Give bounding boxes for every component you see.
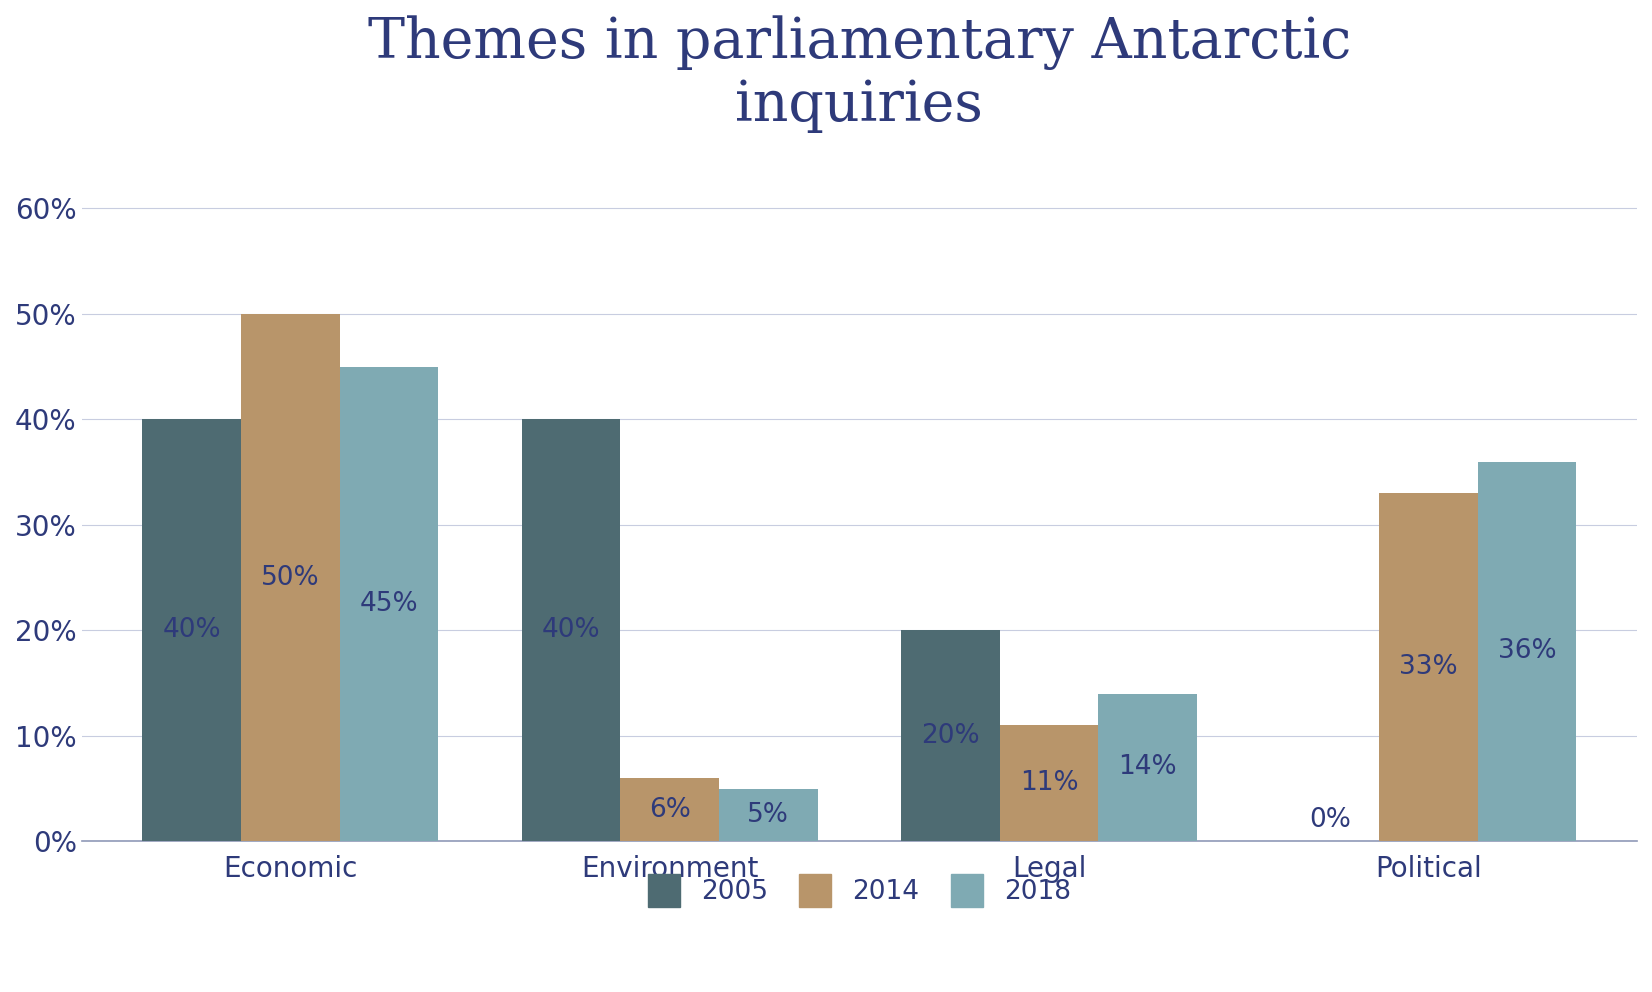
Bar	[241, 313, 340, 841]
Bar	[999, 725, 1099, 841]
Text: 6%: 6%	[649, 797, 691, 822]
Text: 45%: 45%	[360, 591, 418, 617]
Bar	[1477, 461, 1576, 841]
Bar	[340, 367, 438, 841]
Text: 14%: 14%	[1118, 755, 1176, 781]
Text: 50%: 50%	[261, 564, 319, 590]
Text: 5%: 5%	[747, 802, 790, 828]
Bar	[1099, 693, 1198, 841]
Bar	[142, 420, 241, 841]
Text: 36%: 36%	[1498, 639, 1556, 665]
Legend: 2005, 2014, 2018: 2005, 2014, 2018	[638, 864, 1080, 918]
Bar	[719, 789, 818, 841]
Text: 11%: 11%	[1019, 770, 1079, 797]
Text: 20%: 20%	[922, 723, 980, 749]
Bar	[1379, 493, 1477, 841]
Title: Themes in parliamentary Antarctic
inquiries: Themes in parliamentary Antarctic inquir…	[368, 15, 1351, 133]
Text: 40%: 40%	[162, 617, 221, 644]
Bar	[900, 630, 999, 841]
Text: 33%: 33%	[1399, 655, 1457, 681]
Text: 0%: 0%	[1308, 806, 1351, 833]
Text: 40%: 40%	[542, 617, 600, 644]
Bar	[522, 420, 620, 841]
Bar	[620, 778, 719, 841]
